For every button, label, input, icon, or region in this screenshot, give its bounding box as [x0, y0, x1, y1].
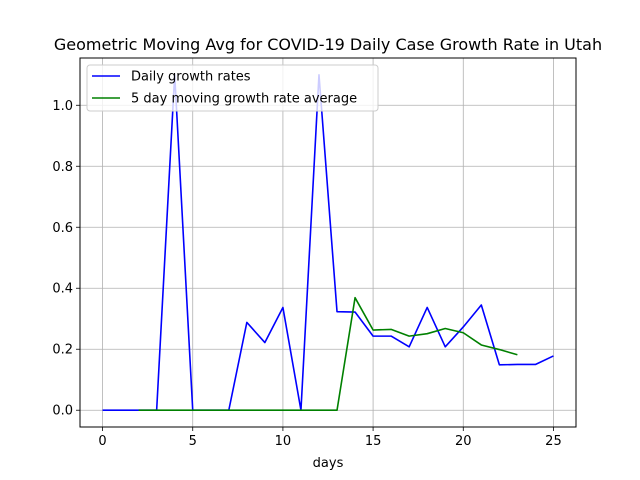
x-tick-label: 25 [545, 434, 562, 449]
y-tick-label: 0.8 [52, 160, 73, 175]
legend: Daily growth rates 5 day moving growth ra… [86, 64, 379, 112]
y-tick-label: 0.4 [52, 282, 73, 297]
y-tick-label: 0.0 [52, 404, 73, 419]
y-tick-label: 1.0 [52, 99, 73, 114]
x-tick-label: 0 [98, 434, 106, 449]
chart-title: Geometric Moving Avg for COVID-19 Daily … [54, 35, 602, 54]
series-line-0 [102, 73, 554, 412]
series-line-1 [138, 296, 518, 412]
y-tick-label: 0.2 [52, 343, 73, 358]
legend-box [86, 64, 379, 112]
x-tick-label: 5 [189, 434, 197, 449]
legend-label-0: Daily growth rates [131, 70, 251, 85]
x-tick-label: 10 [275, 434, 292, 449]
ticks: 0 5 10 15 20 25 0.0 0.2 0.4 0.6 0.8 1.0 [52, 99, 561, 449]
plot-frame [79, 57, 577, 428]
legend-label-1: 5 day moving growth rate average [131, 92, 357, 107]
y-tick-label: 0.6 [52, 221, 73, 236]
x-tick-label: 15 [365, 434, 382, 449]
x-axis-label: days [313, 456, 344, 471]
series-group [102, 73, 554, 412]
x-tick-label: 20 [455, 434, 472, 449]
